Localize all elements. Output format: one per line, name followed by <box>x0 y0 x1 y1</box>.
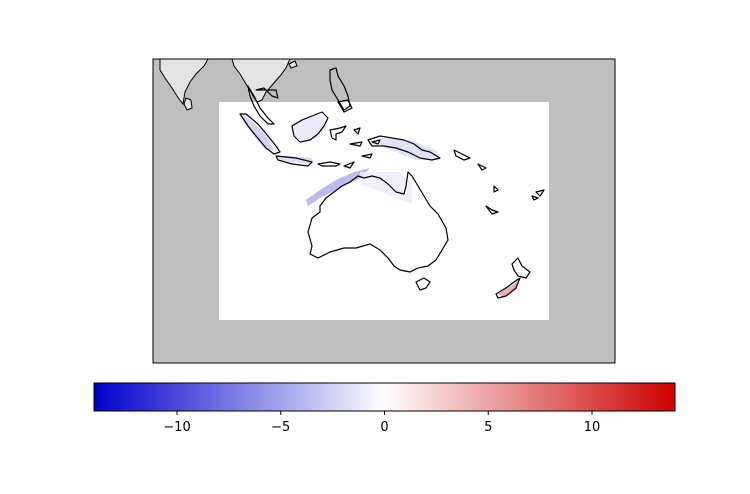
coast-nz-south <box>495 277 521 299</box>
outside-land <box>159 58 298 111</box>
coast-philippines <box>329 67 351 111</box>
anomaly-nz-south <box>498 278 520 298</box>
hainan <box>288 60 298 69</box>
data-region <box>219 102 549 320</box>
colorbar-gradient <box>93 382 676 412</box>
india-landmass <box>159 58 209 106</box>
coast-new-caledonia <box>485 205 499 215</box>
coast-sulawesi <box>329 125 347 141</box>
colorbar-ticks: −10 −5 0 5 10 <box>163 411 600 435</box>
coast-new-britain <box>453 149 471 161</box>
coast-tasmania <box>415 277 431 291</box>
anomaly-new-guinea <box>378 138 440 160</box>
coast-moluccas <box>349 127 381 147</box>
map-frame <box>152 58 616 364</box>
coast-mindanao <box>337 99 353 113</box>
coast-borneo <box>291 111 329 143</box>
coast-lesser-sundas <box>317 161 355 169</box>
anomaly-australia-north <box>360 172 412 204</box>
colorbar-tick-label: 10 <box>584 420 601 435</box>
map-axes <box>152 58 616 364</box>
coast-nz-north <box>511 257 531 279</box>
coast-new-guinea <box>367 135 441 161</box>
coast-solomons <box>477 163 499 193</box>
coast-timor <box>361 153 373 159</box>
coast-vanuatu <box>531 189 545 201</box>
colorbar-tick-label: −10 <box>163 420 190 435</box>
colorbar: −10 −5 0 5 10 <box>93 382 676 435</box>
coast-sumatra <box>239 113 281 155</box>
coast-java <box>275 155 313 167</box>
colorbar-tick-label: 5 <box>484 420 492 435</box>
coast-indochina-east <box>255 87 279 99</box>
colorbar-tick-label: 0 <box>380 420 388 435</box>
anomaly-nw-australia <box>306 168 370 206</box>
sri-lanka <box>183 97 193 111</box>
coast-malay-peninsula <box>247 85 275 125</box>
coast-australia <box>307 171 449 273</box>
anomaly-sumatra <box>242 114 274 150</box>
coastlines <box>239 67 545 299</box>
indochina-landmass <box>231 58 291 103</box>
colorbar-tick-label: −5 <box>271 420 290 435</box>
